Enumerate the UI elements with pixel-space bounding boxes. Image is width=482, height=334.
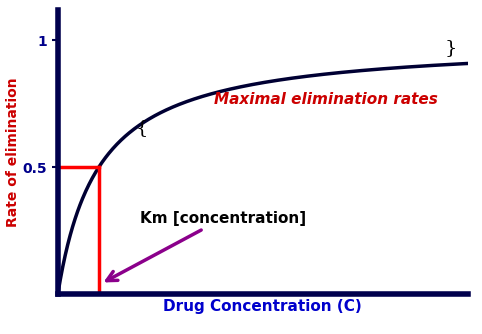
Text: Maximal elimination rates: Maximal elimination rates — [214, 92, 437, 107]
Text: }: } — [445, 39, 457, 57]
Text: Km [concentration]: Km [concentration] — [107, 211, 306, 281]
X-axis label: Drug Concentration (C): Drug Concentration (C) — [163, 300, 362, 315]
Text: {: { — [135, 119, 148, 137]
Y-axis label: Rate of elimination: Rate of elimination — [6, 77, 20, 227]
